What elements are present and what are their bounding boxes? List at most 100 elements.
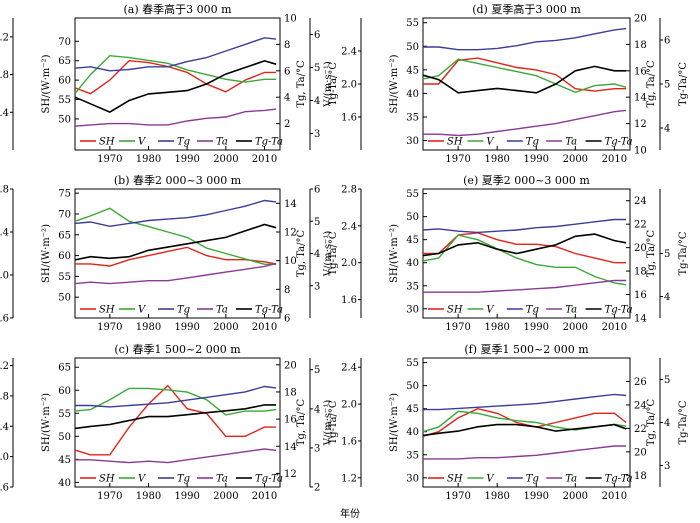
series-line-tgta (422, 233, 627, 257)
y-tick-label: 12 (284, 228, 297, 239)
legend-label: Tg (526, 137, 539, 148)
y-tick-label: 5 (664, 375, 670, 386)
y-tick-label: 35 (406, 281, 419, 292)
series-line-tgta (422, 65, 627, 94)
y-tick-label: 50 (58, 293, 71, 304)
y-axis-label: SH/(W·m⁻²) (41, 54, 52, 113)
y-tick-label: 45 (58, 455, 71, 466)
x-tick-label: 1970 (445, 322, 470, 333)
plot-frame (422, 357, 631, 488)
series-line-ta (423, 109, 627, 137)
series-line-tg (74, 199, 277, 228)
series-line-sh (423, 57, 627, 92)
y-tick-label: 35 (406, 450, 419, 461)
y-tick-label: 2.4 (341, 363, 357, 374)
legend: SH V Tg Ta Tg-Ta (428, 305, 633, 316)
y-axis-label: SH/(W·m⁻²) (41, 224, 52, 283)
legend-label: Tg (177, 474, 190, 485)
x-tick-label: 1990 (174, 491, 199, 502)
x-tick-label: 1980 (136, 322, 161, 333)
y-tick-label: 70 (58, 37, 71, 48)
y-tick-label: 2.0 (341, 258, 357, 269)
legend-label: SH (99, 305, 115, 316)
legend-label: Ta (565, 305, 577, 316)
panel-title: (f) 夏季1 500~2 000 m (464, 343, 589, 356)
panel-c: (c) 春季1 500~2 000 m 1970 1980 1990 2000 2010 1… (0, 343, 339, 502)
y-tick-label: 30 (406, 304, 419, 315)
x-tick-label: 2010 (252, 491, 277, 502)
y-tick-label: 2 (314, 483, 320, 494)
y-tick-label: 5 (314, 365, 320, 376)
y-tick-label: 6 (664, 36, 670, 47)
y-tick-label: 2.0 (341, 400, 357, 411)
legend-label: Tg (526, 305, 539, 316)
y-tick-label: 60 (58, 386, 71, 397)
x-axis-title: 年份 (340, 507, 360, 520)
series-line-ta (74, 108, 277, 127)
y-axis-label: V/(m·s⁻¹) (323, 61, 334, 108)
series-line-tg (423, 27, 627, 51)
legend: SH V Tg Ta Tg-Ta (80, 474, 283, 485)
y-tick-label: 18 (634, 471, 647, 482)
y-axis-label: SH/(W·m⁻²) (41, 393, 52, 452)
legend-label: Ta (216, 137, 228, 148)
x-tick-label: 1970 (445, 154, 470, 165)
panel-title: (a) 春季高于3 000 m (123, 2, 232, 16)
x-tick-label: 1980 (484, 491, 509, 502)
y-tick-label: 2.8 (0, 185, 9, 196)
plot-frame (74, 357, 281, 488)
x-tick-label: 2010 (602, 322, 627, 333)
x-tick-label: 1980 (136, 154, 161, 165)
y-axis-label: Tg-Ta/°C (328, 62, 339, 106)
y-axis-label: Tg, Ta/°C (296, 399, 307, 447)
y-tick-label: 75 (58, 189, 71, 200)
y-tick-label: 5 (664, 80, 670, 91)
y-tick-label: 55 (58, 409, 71, 420)
y-tick-label: 8 (284, 285, 290, 296)
y-tick-label: 8 (284, 40, 290, 51)
legend-label: SH (447, 474, 463, 485)
y-tick-label: 5 (664, 249, 670, 260)
series-line-v (422, 234, 627, 286)
legend-label: SH (447, 305, 463, 316)
y-tick-label: 14 (634, 93, 647, 104)
legend-label: V (486, 474, 495, 485)
series-line-tg (423, 393, 627, 411)
y-tick-label: 50 (58, 432, 71, 443)
series-line-v (74, 387, 277, 416)
y-tick-label: 2.4 (341, 221, 357, 232)
y-tick-label: 30 (406, 136, 419, 147)
legend-label: Tg-Ta (255, 137, 283, 148)
y-tick-label: 2.4 (0, 228, 9, 239)
y-tick-label: 16 (634, 66, 647, 77)
y-tick-label: 16 (634, 290, 647, 301)
y-tick-label: 2.8 (341, 185, 357, 196)
x-tick-label: 1980 (484, 322, 509, 333)
plot-frame (74, 188, 281, 319)
y-tick-label: 6 (284, 66, 290, 77)
y-axis-label: Tg, Ta/°C (296, 230, 307, 278)
y-tick-label: 10 (634, 146, 647, 157)
y-tick-label: 55 (58, 272, 71, 283)
series-line-ta (423, 445, 627, 460)
y-axis-label: Tg-Ta/°C (678, 231, 689, 275)
y-tick-label: 12 (284, 469, 297, 480)
legend-label: V (486, 305, 495, 316)
legend-label: Tg (177, 305, 190, 316)
y-tick-label: 40 (58, 478, 71, 489)
y-tick-label: 40 (406, 258, 419, 269)
y-tick-label: 2.4 (0, 422, 9, 433)
legend-label: SH (99, 137, 115, 148)
y-tick-label: 24 (634, 400, 647, 411)
legend-label: SH (99, 474, 115, 485)
x-tick-label: 2010 (602, 154, 627, 165)
y-axis-label: Tg, Ta/°C (646, 399, 657, 447)
y-tick-label: 1.6 (341, 436, 357, 447)
plot-frame (74, 17, 281, 151)
y-tick-label: 6 (314, 185, 320, 196)
y-tick-label: 4 (314, 249, 320, 260)
y-tick-label: 3 (314, 281, 320, 292)
y-axis-label: Tg, Ta/°C (646, 230, 657, 278)
